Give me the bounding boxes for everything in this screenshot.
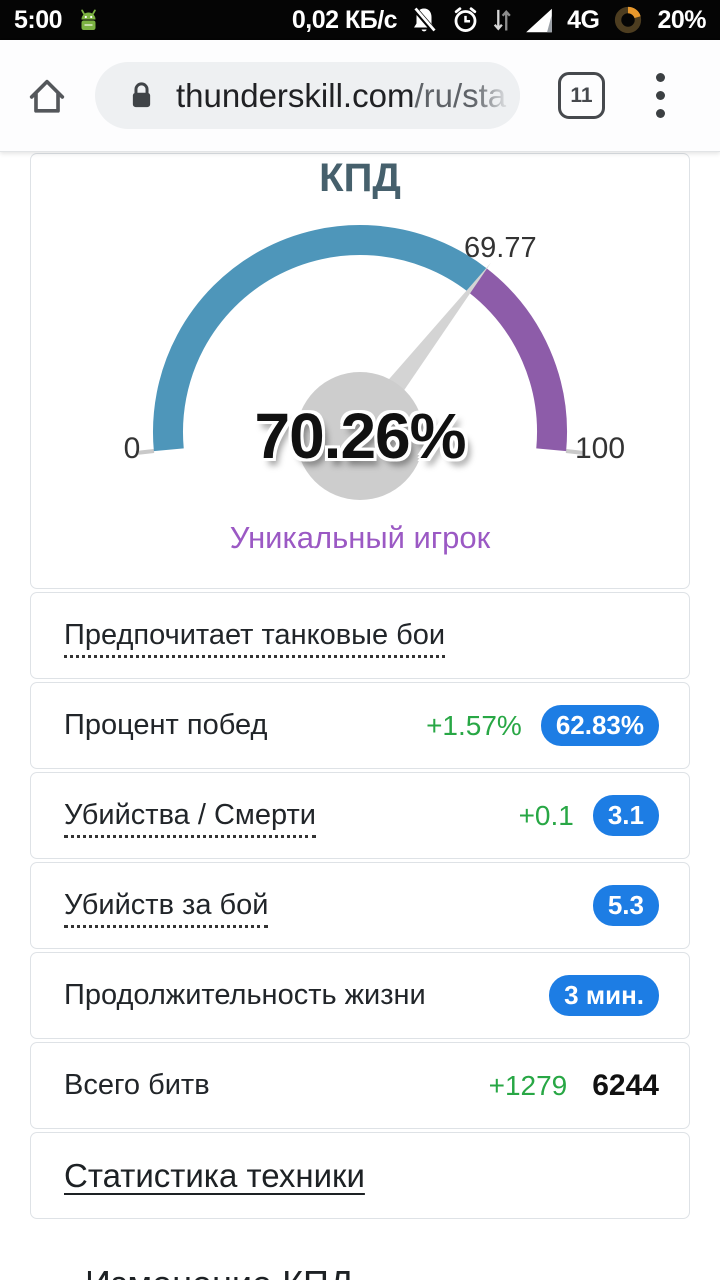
android-notification-icon: [81, 9, 96, 30]
url-text: thunderskill.com/ru/sta: [176, 79, 506, 112]
kills-per-battle-badge: 5.3: [592, 885, 659, 926]
lock-icon: [132, 82, 151, 108]
vehicle-stats-link[interactable]: Статистика техники: [64, 1156, 365, 1194]
url-bar[interactable]: thunderskill.com/ru/sta: [95, 62, 520, 129]
tab-switcher-button[interactable]: 11: [558, 72, 605, 119]
browser-menu-button[interactable]: [652, 69, 669, 122]
page-content: КПД 69.77 0 100 70.26% Уникальный игрок …: [30, 153, 690, 1219]
notifications-muted-icon: [413, 7, 437, 33]
url-fade-overlay: [474, 62, 520, 129]
gauge-value: 70.26%: [254, 400, 466, 472]
tab-count: 11: [570, 84, 593, 107]
battery-icon: [615, 6, 642, 34]
url-domain: thunderskill.com: [176, 77, 415, 114]
data-transfer-icon: [493, 9, 511, 31]
gauge-hub: [296, 372, 424, 500]
total-battles-delta: +1279: [488, 1069, 568, 1101]
signal-strength-icon: [526, 8, 552, 32]
alarm-icon: [454, 7, 477, 32]
preference-term[interactable]: Предпочитает танковые бои: [64, 618, 446, 658]
battery-percent: 20%: [657, 5, 706, 34]
kd-term[interactable]: Убийства / Смерти: [64, 798, 316, 838]
win-rate-badge: 62.83%: [540, 705, 659, 746]
gauge-arc-high: [468, 268, 567, 452]
gauge-arc-low: [153, 225, 487, 452]
status-bar: 5:00 0,02 КБ/с: [0, 0, 720, 40]
lifespan-badge: 3 мин.: [549, 975, 659, 1016]
next-section-heading: Изменение КПД: [85, 1263, 353, 1280]
gauge-title: КПД: [319, 156, 401, 200]
efficiency-gauge-card: КПД 69.77 0 100 70.26% Уникальный игрок: [30, 153, 690, 589]
gauge-tick-max: [565, 449, 585, 455]
total-battles-value: 6244: [592, 1068, 659, 1102]
gauge-max-label: 100: [574, 432, 626, 465]
gauge-tick-min: [135, 449, 155, 455]
stat-row-win-rate: Процент побед +1.57% 62.83%: [30, 682, 690, 769]
gauge-needle-value: 69.77: [464, 232, 537, 264]
kd-badge: 3.1: [592, 795, 659, 836]
stat-row-preference: Предпочитает танковые бои: [30, 592, 690, 679]
menu-dot: [656, 91, 665, 100]
menu-dot: [656, 73, 665, 82]
gauge-min-label: 0: [123, 432, 141, 465]
home-button[interactable]: [24, 73, 70, 119]
stat-row-total-battles: Всего битв +1279 6244: [30, 1042, 690, 1129]
stat-row-vehicle-stats: Статистика техники: [30, 1132, 690, 1219]
clock: 5:00: [14, 5, 63, 34]
stat-row-lifespan: Продолжительность жизни 3 мин.: [30, 952, 690, 1039]
lifespan-label: Продолжительность жизни: [64, 978, 426, 1011]
kills-per-battle-term[interactable]: Убийств за бой: [64, 888, 269, 928]
menu-dot: [656, 109, 665, 118]
total-battles-label: Всего битв: [64, 1068, 210, 1101]
win-rate-label: Процент побед: [64, 708, 268, 741]
stat-row-kills-per-battle: Убийств за бой 5.3: [30, 862, 690, 949]
browser-toolbar: thunderskill.com/ru/sta 11: [0, 40, 720, 152]
win-rate-delta: +1.57%: [426, 709, 522, 741]
stat-row-kd: Убийства / Смерти +0.1 3.1: [30, 772, 690, 859]
kd-delta: +0.1: [518, 799, 574, 831]
gauge-chart: [135, 225, 585, 500]
player-rank-label: Уникальный игрок: [229, 520, 491, 555]
network-type: 4G: [567, 5, 600, 34]
network-speed: 0,02 КБ/с: [291, 5, 398, 34]
